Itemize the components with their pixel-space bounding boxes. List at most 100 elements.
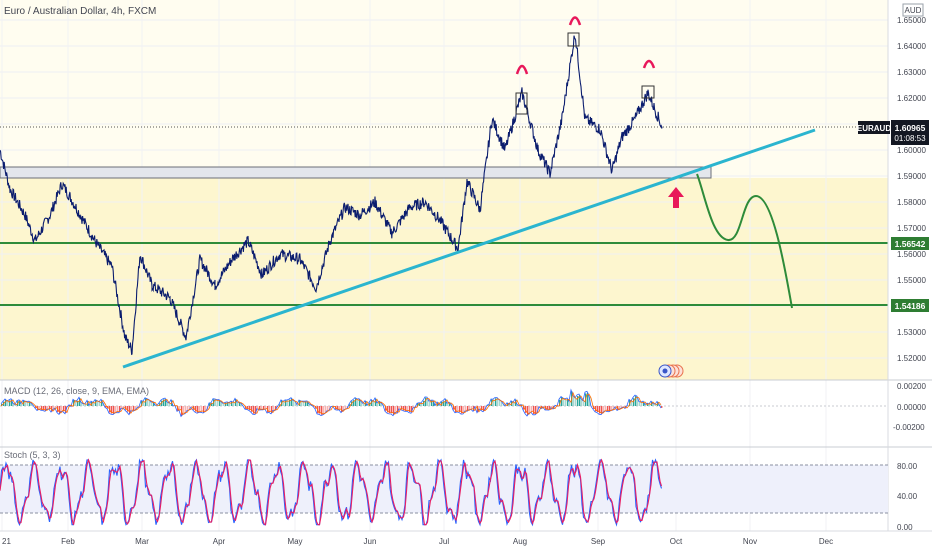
macd-tick: 0.00200 [897, 382, 926, 391]
macd-bar [25, 402, 26, 406]
level-badge-lower: 1.54186 [891, 299, 929, 312]
macd-bar [469, 406, 470, 409]
price-tick: 1.55000 [897, 276, 926, 285]
macd-bar [479, 406, 480, 409]
symbol-label: EURAUD [857, 124, 891, 133]
time-tick: Mar [135, 537, 149, 546]
stoch-tick: 80.00 [897, 462, 918, 471]
macd-bar [47, 406, 48, 409]
level-badge-upper: 1.56542 [891, 237, 929, 250]
macd-bar [115, 406, 116, 412]
time-tick: Sep [591, 537, 606, 546]
price-tick: 1.60000 [897, 146, 926, 155]
macd-bar [99, 402, 100, 406]
macd-bar [661, 406, 662, 408]
events-icon[interactable] [659, 365, 683, 377]
macd-bar [233, 403, 234, 406]
price-tick: 1.57000 [897, 224, 926, 233]
macd-bar [531, 406, 532, 412]
price-tick: 1.62000 [897, 94, 926, 103]
price-tick: 1.56000 [897, 250, 926, 259]
time-tick: Dec [819, 537, 833, 546]
time-tick: Aug [513, 537, 527, 546]
countdown-label: 01:08:53 [894, 134, 926, 143]
price-tick: 1.64000 [897, 42, 926, 51]
time-tick: Oct [670, 537, 683, 546]
time-tick: Apr [213, 537, 226, 546]
macd-bar [223, 404, 224, 406]
macd-bar [97, 401, 98, 406]
macd-bar [399, 406, 400, 409]
macd-bar [645, 405, 646, 406]
macd-bar [269, 406, 270, 412]
last-price-label: 1.60965 [895, 123, 926, 133]
macd-tick: -0.00200 [893, 423, 925, 432]
price-tick: 1.52000 [897, 354, 926, 363]
time-tick: 21 [2, 537, 11, 546]
macd-bar [499, 400, 500, 406]
macd-tick: 0.00000 [897, 403, 926, 412]
macd-bar [583, 401, 584, 406]
macd-bar [217, 400, 218, 406]
macd-bar [603, 406, 604, 412]
macd-bar [457, 406, 458, 411]
macd-bar [257, 406, 258, 408]
macd-bar [425, 398, 426, 406]
macd-bar [273, 406, 274, 410]
currency-badge: AUD [903, 4, 923, 16]
macd-bar [293, 401, 294, 406]
price-tick: 1.65000 [897, 16, 926, 25]
macd-bar [447, 403, 448, 406]
stoch-label: Stoch (5, 3, 3) [4, 450, 61, 460]
last-price-badge: 1.60965 01:08:53 [891, 120, 929, 145]
macd-bar [93, 403, 94, 406]
price-tick: 1.59000 [897, 172, 926, 181]
macd-bar [75, 402, 76, 406]
time-tick: Jun [364, 537, 377, 546]
macd-bar [563, 399, 564, 406]
macd-bar [169, 403, 170, 406]
price-tick: 1.58000 [897, 198, 926, 207]
macd-bar [363, 404, 364, 406]
macd-bar [551, 406, 552, 408]
macd-bar [61, 406, 62, 411]
macd-bar [179, 406, 180, 410]
macd-bar [631, 402, 632, 406]
macd-bar [429, 402, 430, 406]
macd-bar [373, 402, 374, 406]
macd-bar [357, 400, 358, 406]
macd-bar [131, 406, 132, 410]
macd-bar [83, 404, 84, 406]
price-tick: 1.53000 [897, 328, 926, 337]
macd-bar [611, 406, 612, 410]
macd-label: MACD (12, 26, close, 9, EMA, EMA) [4, 386, 149, 396]
macd-bar [199, 406, 200, 412]
macd-bar [183, 406, 184, 413]
macd-bar [395, 406, 396, 412]
macd-bar [215, 400, 216, 406]
macd-bar [151, 402, 152, 406]
macd-bar [187, 406, 188, 410]
macd-bar [605, 406, 606, 410]
macd-bar [143, 402, 144, 406]
stoch-tick: 0.00 [897, 523, 913, 532]
stoch-tick: 40.00 [897, 492, 918, 501]
time-tick: Feb [61, 537, 75, 546]
macd-bar [237, 402, 238, 406]
macd-bar [529, 406, 530, 413]
symbol-badge: EURAUD [857, 121, 891, 134]
macd-bar [283, 402, 284, 406]
macd-bar [513, 403, 514, 406]
macd-bar [377, 403, 378, 406]
macd-bar [575, 399, 576, 406]
macd-bar [21, 404, 22, 406]
macd-bar [323, 406, 324, 414]
macd-bar [327, 406, 328, 410]
macd-bar [573, 397, 574, 406]
macd-bar [7, 402, 8, 406]
macd-bar [345, 406, 346, 409]
chart-title: Euro / Australian Dollar, 4h, FXCM [4, 6, 156, 17]
price-tick: 1.63000 [897, 68, 926, 77]
